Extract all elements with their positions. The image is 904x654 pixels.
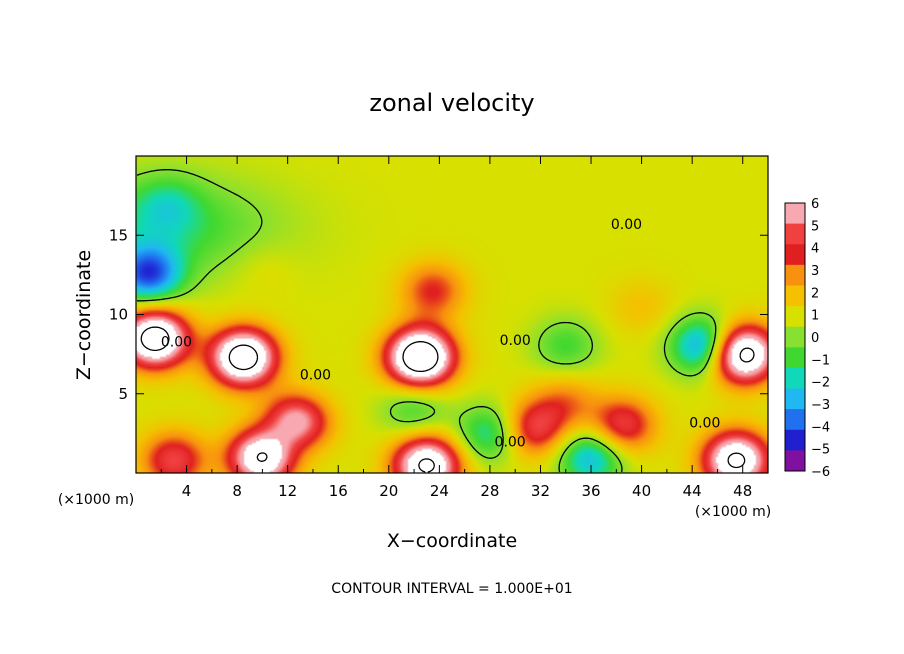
colorbar-label: −2 [811,376,830,391]
x-tick-label: 32 [531,482,550,500]
colorbar: 6 5 4 3 2 1 0 −1 −2 −3 −4 −5 −6 [784,197,830,480]
colorbar-label: −5 [811,443,830,458]
x-tick-label: 16 [329,482,348,500]
colorbar-swatch [785,326,805,348]
x-tick-label: 40 [632,482,651,500]
chart-title: zonal velocity [369,89,534,117]
y-axis-label: Z−coordinate [73,250,95,380]
x-tick-label: 8 [232,482,242,500]
x-tick-label: 20 [379,482,398,500]
contour-labels: 0.00 0.00 0.00 0.00 0.00 0.00 [161,217,721,450]
contour-label: 0.00 [689,415,720,431]
contour-label: 0.00 [495,434,526,450]
colorbar-label: 2 [811,286,819,301]
plot-area: 0.00 0.00 0.00 0.00 0.00 0.00 [135,155,769,474]
x-tick-label: 36 [581,482,600,500]
x-axis-label: X−coordinate [387,530,517,552]
x-axis: 4 8 12 16 20 24 28 32 36 40 44 48 [160,156,769,500]
colorbar-swatch [785,285,805,307]
colorbar-swatch [785,429,805,451]
colorbar-frame [784,202,806,472]
x-tick-label: 48 [733,482,752,500]
colorbar-label: 1 [811,309,819,324]
colorbar-swatch [785,244,805,266]
contour-label: 0.00 [300,368,331,384]
colorbar-label: −3 [811,398,830,413]
contour-lines [136,169,755,473]
y-tick-label: 5 [118,385,128,403]
y-tick-label: 15 [109,226,128,244]
velocity-field [136,156,768,473]
contour-label: 0.00 [161,334,192,350]
colorbar-swatch [785,306,805,328]
x-tick-label: 24 [430,482,449,500]
colorbar-label: −1 [811,353,830,368]
contour-label: 0.00 [500,333,531,349]
colorbar-swatch [785,367,805,390]
colorbar-swatch [785,203,805,225]
x-unit-label-left: (×1000 m) [58,492,134,508]
x-unit-label-right: (×1000 m) [695,504,771,520]
colorbar-swatch [785,223,805,245]
y-axis: 5 10 15 [109,226,768,403]
contour-line [140,326,755,473]
x-tick-label: 12 [278,482,297,500]
colorbar-label: 4 [811,242,819,257]
colorbar-label: 3 [811,264,819,279]
colorbar-label: −4 [811,420,830,435]
colorbar-label: 6 [811,197,819,212]
x-tick-label: 28 [480,482,499,500]
colorbar-swatch [785,409,805,431]
x-tick-label: 44 [683,482,702,500]
colorbar-swatch [785,347,805,369]
contour-interval-note: CONTOUR INTERVAL = 1.000E+01 [331,581,572,597]
x-tick-label: 4 [182,482,192,500]
colorbar-label: 0 [811,331,819,346]
colorbar-label: −6 [811,465,830,480]
contour-line [136,169,717,473]
colorbar-swatch [785,450,805,472]
colorbar-label: 5 [811,219,819,234]
colorbar-swatch [785,388,805,410]
y-tick-label: 10 [109,306,128,324]
colorbar-swatch [785,264,805,286]
contour-label: 0.00 [611,217,642,233]
